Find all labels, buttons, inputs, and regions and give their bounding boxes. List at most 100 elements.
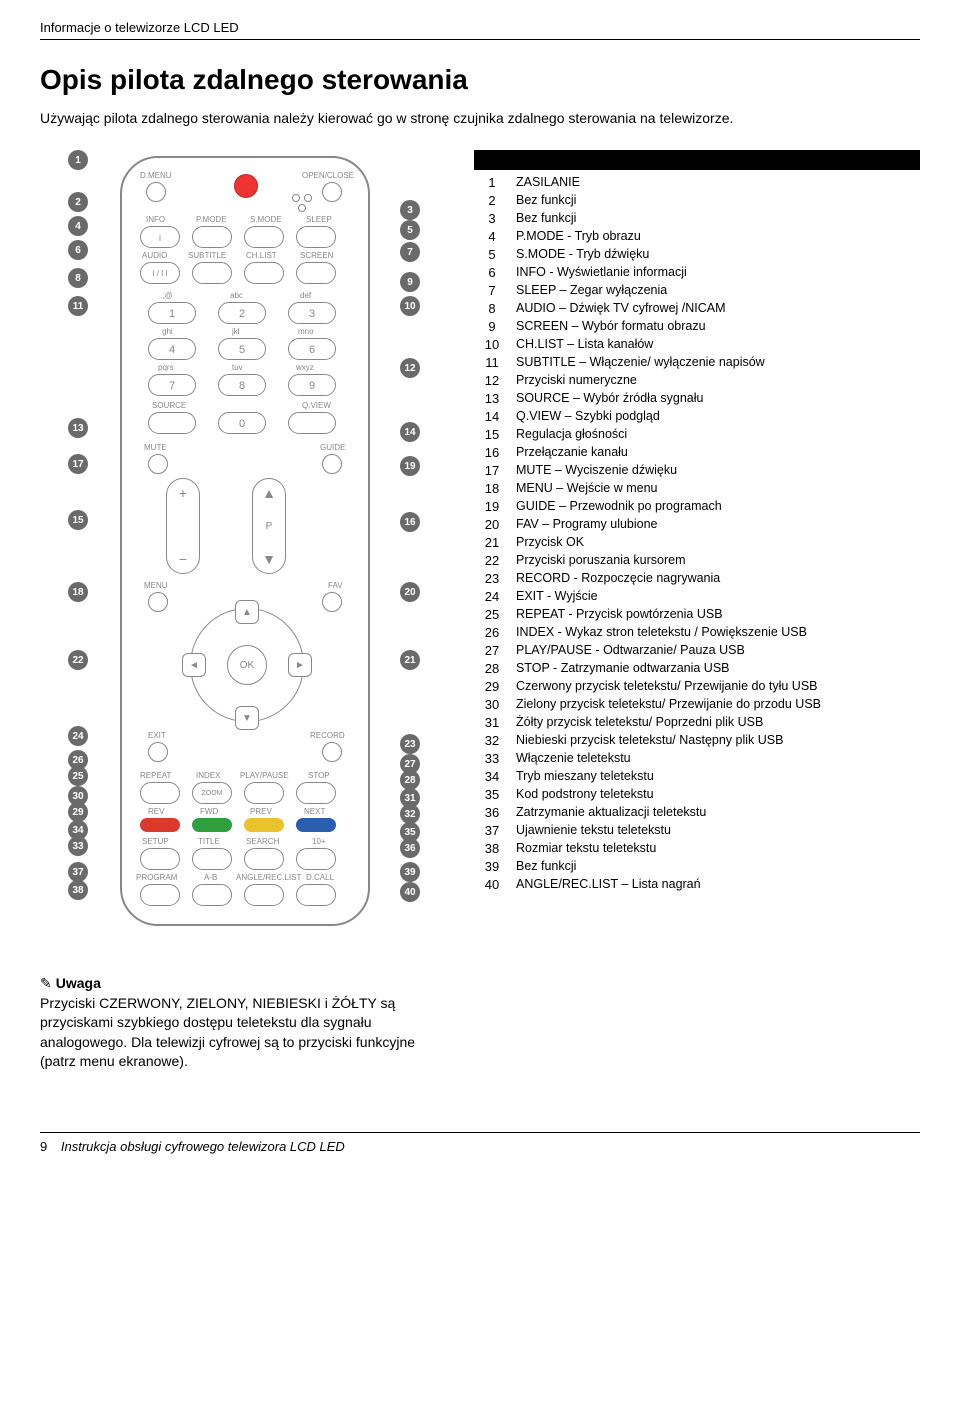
btn-dcall <box>296 884 336 906</box>
btn-menu <box>148 592 168 612</box>
btn-audio: I / I I <box>140 262 180 284</box>
table-row: 3Bez funkcji <box>474 209 920 227</box>
key-9: 9 <box>288 374 336 396</box>
func-number: 20 <box>474 515 510 533</box>
note-title: Uwaga <box>56 975 101 991</box>
btn-volume: + − <box>166 478 200 574</box>
callout-5: 5 <box>400 220 420 240</box>
func-desc: SCREEN – Wybór formatu obrazu <box>510 317 920 335</box>
table-row: 18MENU – Wejście w menu <box>474 479 920 497</box>
btn-mute <box>148 454 168 474</box>
btn-search <box>244 848 284 870</box>
key-4: 4 <box>148 338 196 360</box>
key-6: 6 <box>288 338 336 360</box>
func-number: 16 <box>474 443 510 461</box>
func-number: 6 <box>474 263 510 281</box>
table-row: 8AUDIO – Dźwięk TV cyfrowej /NICAM <box>474 299 920 317</box>
label-dmenu: D.MENU <box>140 172 172 180</box>
btn-pmode <box>192 226 232 248</box>
dpad-right: ► <box>288 653 312 677</box>
table-row: 5S.MODE - Tryb dźwięku <box>474 245 920 263</box>
func-number: 25 <box>474 605 510 623</box>
header-rule <box>40 39 920 40</box>
func-number: 33 <box>474 749 510 767</box>
table-row: 1ZASILANIE <box>474 173 920 191</box>
note-body: Przyciski CZERWONY, ZIELONY, NIEBIESKI i… <box>40 995 415 1070</box>
table-row: 14Q.VIEW – Szybki podgląd <box>474 407 920 425</box>
callout-39: 39 <box>400 862 420 882</box>
func-desc: RECORD - Rozpoczęcie nagrywania <box>510 569 920 587</box>
table-row: 22Przyciski poruszania kursorem <box>474 551 920 569</box>
func-desc: Przyciski numeryczne <box>510 371 920 389</box>
btn-stop <box>296 782 336 804</box>
btn-guide <box>322 454 342 474</box>
callout-28: 28 <box>400 770 420 790</box>
key-1: 1 <box>148 302 196 324</box>
func-desc: GUIDE – Przewodnik po programach <box>510 497 920 515</box>
table-row: 6INFO - Wyświetlanie informacji <box>474 263 920 281</box>
func-desc: CH.LIST – Lista kanałów <box>510 335 920 353</box>
callout-9: 9 <box>400 272 420 292</box>
table-row: 34Tryb mieszany teletekstu <box>474 767 920 785</box>
table-row: 11SUBTITLE – Włączenie/ wyłączenie napis… <box>474 353 920 371</box>
page-title: Opis pilota zdalnego sterowania <box>40 64 920 96</box>
table-row: 32Niebieski przycisk teletekstu/ Następn… <box>474 731 920 749</box>
callout-16: 16 <box>400 512 420 532</box>
remote-body: D.MENU OPEN/CLOSE INFO P.MODE S.MODE SLE… <box>120 156 370 926</box>
table-row: 39Bez funkcji <box>474 857 920 875</box>
table-row: 10CH.LIST – Lista kanałów <box>474 335 920 353</box>
callout-6: 6 <box>68 240 88 260</box>
func-desc: ANGLE/REC.LIST – Lista nagrań <box>510 875 920 893</box>
func-desc: MENU – Wejście w menu <box>510 479 920 497</box>
func-desc: Regulacja głośności <box>510 425 920 443</box>
btn-blue <box>296 818 336 832</box>
btn-exit <box>148 742 168 762</box>
func-number: 30 <box>474 695 510 713</box>
footer-rule <box>40 1132 920 1133</box>
btn-red <box>140 818 180 832</box>
func-number: 35 <box>474 785 510 803</box>
label-mute: MUTE <box>144 444 167 452</box>
table-row: 37Ujawnienie tekstu teletekstu <box>474 821 920 839</box>
label-pmode: P.MODE <box>196 216 227 224</box>
func-desc: REPEAT - Przycisk powtórzenia USB <box>510 605 920 623</box>
btn-dmenu <box>146 182 166 202</box>
key-3: 3 <box>288 302 336 324</box>
func-number: 5 <box>474 245 510 263</box>
label-exit: EXIT <box>148 732 166 740</box>
table-row: 31Żółty przycisk teletekstu/ Poprzedni p… <box>474 713 920 731</box>
btn-openclose <box>322 182 342 202</box>
table-row: 35Kod podstrony teletekstu <box>474 785 920 803</box>
label-record: RECORD <box>310 732 345 740</box>
label-chlist: CH.LIST <box>246 252 277 260</box>
func-number: 7 <box>474 281 510 299</box>
table-row: 38Rozmiar tekstu teletekstu <box>474 839 920 857</box>
func-desc: Q.VIEW – Szybki podgląd <box>510 407 920 425</box>
table-row: 27PLAY/PAUSE - Odtwarzanie/ Pauza USB <box>474 641 920 659</box>
btn-subtitle <box>192 262 232 284</box>
table-row: 2Bez funkcji <box>474 191 920 209</box>
label-fav: FAV <box>328 582 343 590</box>
label-qview: Q.VIEW <box>302 402 331 410</box>
btn-power <box>234 174 258 198</box>
btn-ab <box>192 884 232 906</box>
table-row: 9SCREEN – Wybór formatu obrazu <box>474 317 920 335</box>
key-2: 2 <box>218 302 266 324</box>
callout-22: 22 <box>68 650 88 670</box>
callout-37: 37 <box>68 862 88 882</box>
btn-ok: OK <box>227 645 267 685</box>
callout-19: 19 <box>400 456 420 476</box>
btn-sleep <box>296 226 336 248</box>
btn-setup <box>140 848 180 870</box>
func-number: 38 <box>474 839 510 857</box>
btn-repeat <box>140 782 180 804</box>
callout-38: 38 <box>68 880 88 900</box>
func-number: 14 <box>474 407 510 425</box>
callout-32: 32 <box>400 804 420 824</box>
callout-25: 25 <box>68 766 88 786</box>
callout-8: 8 <box>68 268 88 288</box>
label-subtitle: SUBTITLE <box>188 252 226 260</box>
func-desc: Tryb mieszany teletekstu <box>510 767 920 785</box>
btn-10plus <box>296 848 336 870</box>
func-number: 19 <box>474 497 510 515</box>
